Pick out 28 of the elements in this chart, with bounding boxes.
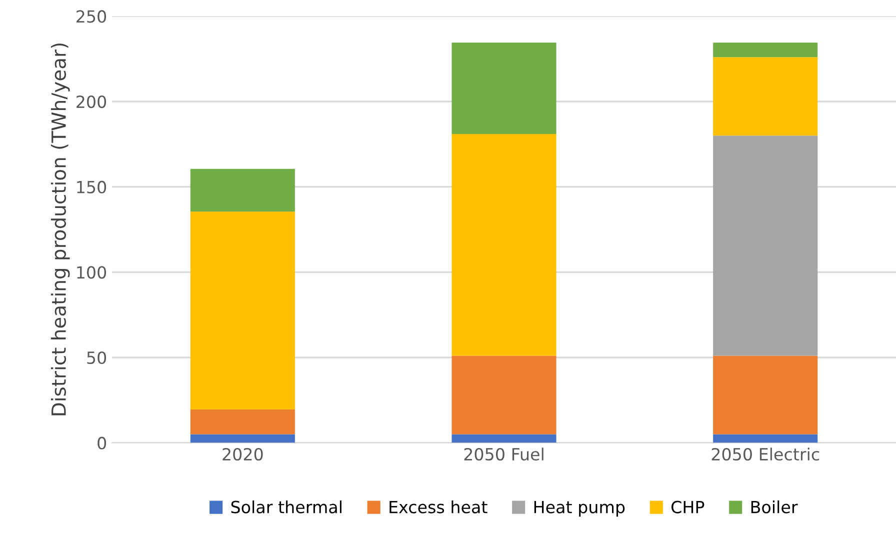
legend-label: Boiler [751,500,798,514]
bar [713,434,818,443]
legend-label: Excess heat [390,500,488,514]
bar [452,434,556,443]
legend-label: Heat pump [534,500,625,517]
y-tick-label: 150 [77,180,106,194]
x-tick-label: 2050 Fuel [464,448,544,461]
y-axis-title: District heating production (TWh/year) [50,44,70,416]
bar [452,356,556,434]
bar [452,42,556,134]
bar [713,42,818,58]
bar [713,136,818,356]
y-tick-label: 200 [76,95,106,108]
y-tick-label: 0 [98,436,106,450]
y-tick-label: 50 [87,351,106,364]
y-tick-label: 100 [77,266,106,279]
legend-label: CHP [671,500,704,514]
y-tick-label: 250 [76,10,106,23]
x-tick-label: 2020 [222,448,263,461]
bar [190,410,295,434]
x-tick-label: 2050 Electric [712,448,820,461]
bar [713,57,818,136]
legend-label: Solar thermal [231,500,342,514]
bar [190,434,295,443]
bar [452,134,556,356]
bar [190,168,295,212]
bar [713,356,818,434]
bar [190,212,295,410]
